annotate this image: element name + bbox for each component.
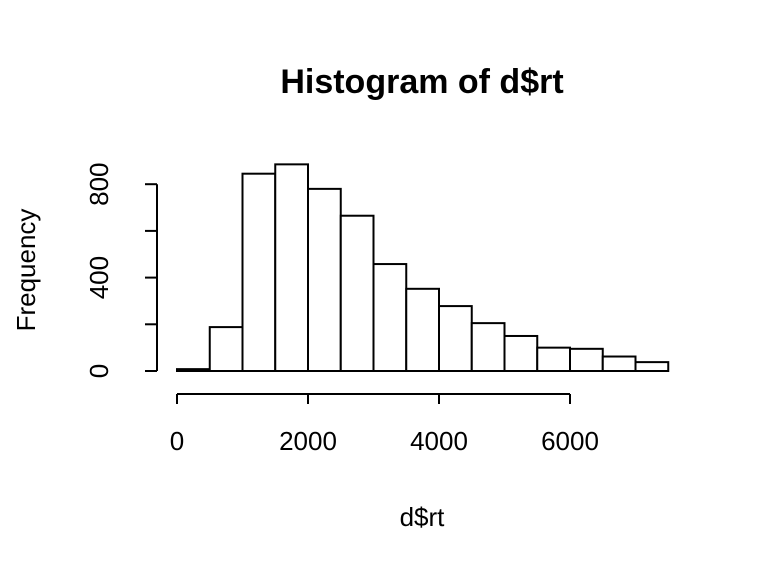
bars-group	[176, 163, 670, 373]
histogram-bar-9	[470, 322, 506, 373]
x-tick-label-3: 6000	[541, 426, 599, 456]
histogram-bar-0	[176, 368, 211, 372]
x-tick-label-0: 0	[170, 426, 184, 456]
y-tick-label-2: 400	[84, 256, 114, 299]
chart-title: Histogram of d$rt	[280, 63, 563, 101]
histogram-bar-3	[274, 163, 309, 372]
histogram-bar-13	[601, 355, 637, 373]
y-tick-label-4: 800	[84, 163, 114, 206]
histogram-bar-1	[208, 326, 244, 372]
histogram-bar-8	[438, 305, 473, 373]
x-tick-label-1: 2000	[279, 426, 337, 456]
y-axis: 0 400 800	[84, 163, 158, 378]
histogram-bar-6	[372, 263, 408, 373]
histogram-bar-4	[307, 187, 342, 372]
histogram-bar-10	[503, 334, 539, 373]
histogram-bar-14	[634, 361, 670, 373]
histogram-bar-5	[339, 214, 375, 372]
histogram-bar-11	[536, 346, 571, 372]
y-tick-label-0: 0	[84, 364, 114, 378]
y-axis-label: Frequency	[11, 209, 41, 332]
histogram-bar-2	[241, 172, 277, 372]
histogram-bar-7	[405, 287, 440, 373]
x-axis: 0 2000 4000 6000	[170, 393, 599, 456]
histogram-bar-12	[569, 347, 604, 373]
x-axis-label: d$rt	[400, 502, 446, 532]
x-tick-label-2: 4000	[410, 426, 468, 456]
